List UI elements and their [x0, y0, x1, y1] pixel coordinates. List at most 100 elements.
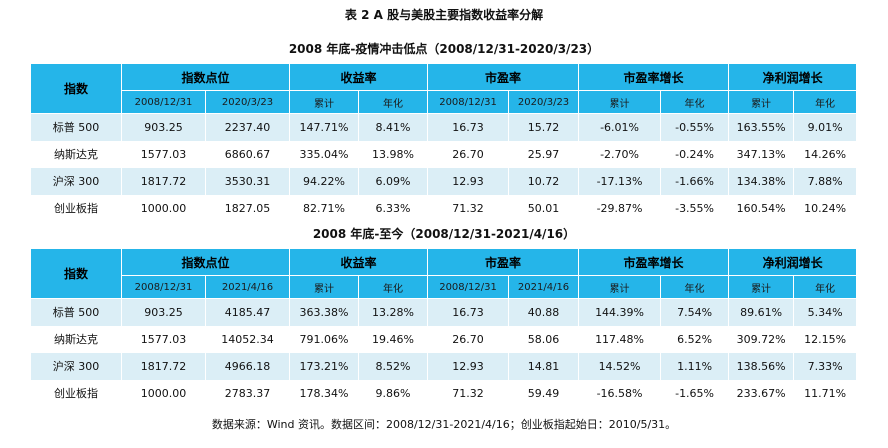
cell-profit-growth-ann: 7.88% [793, 167, 858, 195]
cell-return-ann: 9.86% [358, 379, 429, 407]
cell-pe-end: 50.01 [508, 194, 580, 222]
index-name: 纳斯达克 [30, 140, 122, 168]
cell-points-start: 903.25 [121, 298, 206, 326]
header-profit-growth: 净利润增长 [728, 63, 858, 91]
subheader-annualized: 年化 [358, 275, 429, 299]
subheader-date-start: 2008/12/31 [121, 275, 206, 299]
cell-return-ann: 13.98% [358, 140, 429, 168]
cell-return-cum: 82.71% [289, 194, 360, 222]
cell-points-start: 1817.72 [121, 167, 206, 195]
cell-points-end: 2237.40 [204, 113, 291, 141]
subheader-annualized: 年化 [358, 90, 429, 114]
table-row: 标普 500 903.25 4185.47 363.38% 13.28% 16.… [30, 298, 858, 326]
cell-profit-growth-cum: 163.55% [728, 113, 795, 141]
cell-points-end: 4185.47 [204, 298, 291, 326]
returns-table-1: 指数 指数点位 收益率 市盈率 市盈率增长 净利润增长 2008/12/31 2… [30, 63, 858, 222]
cell-return-ann: 19.46% [358, 325, 429, 353]
cell-return-ann: 6.33% [358, 194, 429, 222]
cell-points-start: 1000.00 [121, 379, 206, 407]
cell-pe-end: 58.06 [508, 325, 580, 353]
cell-pe-end: 40.88 [508, 298, 580, 326]
table-row: 纳斯达克 1577.03 6860.67 335.04% 13.98% 26.7… [30, 140, 858, 168]
table-row: 创业板指 1000.00 2783.37 178.34% 9.86% 71.32… [30, 379, 858, 407]
table-row: 创业板指 1000.00 1827.05 82.71% 6.33% 71.32 … [30, 194, 858, 222]
header-pe: 市盈率 [427, 63, 580, 91]
subheader-date-end: 2021/4/16 [508, 275, 580, 299]
table-row: 纳斯达克 1577.03 14052.34 791.06% 19.46% 26.… [30, 325, 858, 353]
cell-pe-growth-cum: -6.01% [578, 113, 662, 141]
header-pe-growth: 市盈率增长 [578, 248, 730, 276]
cell-return-cum: 363.38% [289, 298, 360, 326]
cell-points-end: 4966.18 [204, 352, 291, 380]
header-pe: 市盈率 [427, 248, 580, 276]
cell-pe-growth-cum: -17.13% [578, 167, 662, 195]
cell-return-ann: 8.41% [358, 113, 429, 141]
subheader-date-start: 2008/12/31 [427, 275, 510, 299]
cell-pe-start: 12.93 [427, 352, 510, 380]
table-row: 沪深 300 1817.72 4966.18 173.21% 8.52% 12.… [30, 352, 858, 380]
cell-pe-growth-cum: 117.48% [578, 325, 662, 353]
table-row: 标普 500 903.25 2237.40 147.71% 8.41% 16.7… [30, 113, 858, 141]
table-2-subtitle: 2008 年底-至今（2008/12/31-2021/4/16） [312, 227, 576, 241]
cell-profit-growth-cum: 347.13% [728, 140, 795, 168]
cell-return-cum: 147.71% [289, 113, 360, 141]
cell-profit-growth-ann: 9.01% [793, 113, 858, 141]
subheader-date-end: 2021/4/16 [204, 275, 291, 299]
cell-points-start: 903.25 [121, 113, 206, 141]
subheader-date-start: 2008/12/31 [427, 90, 510, 114]
subheader-annualized: 年化 [793, 275, 858, 299]
table-row: 沪深 300 1817.72 3530.31 94.22% 6.09% 12.9… [30, 167, 858, 195]
cell-profit-growth-ann: 7.33% [793, 352, 858, 380]
cell-profit-growth-cum: 134.38% [728, 167, 795, 195]
cell-pe-start: 71.32 [427, 194, 510, 222]
cell-profit-growth-ann: 11.71% [793, 379, 858, 407]
index-name: 沪深 300 [30, 167, 122, 195]
cell-profit-growth-ann: 5.34% [793, 298, 858, 326]
cell-profit-growth-ann: 12.15% [793, 325, 858, 353]
cell-pe-end: 14.81 [508, 352, 580, 380]
subheader-date-end: 2020/3/23 [508, 90, 580, 114]
cell-points-end: 2783.37 [204, 379, 291, 407]
cell-profit-growth-cum: 160.54% [728, 194, 795, 222]
cell-pe-start: 26.70 [427, 140, 510, 168]
cell-return-cum: 178.34% [289, 379, 360, 407]
index-name: 创业板指 [30, 379, 122, 407]
subheader-cumulative: 累计 [578, 90, 662, 114]
cell-points-start: 1817.72 [121, 352, 206, 380]
cell-return-ann: 6.09% [358, 167, 429, 195]
header-points: 指数点位 [120, 63, 291, 91]
cell-points-end: 14052.34 [204, 325, 291, 353]
header-return: 收益率 [289, 63, 429, 91]
cell-profit-growth-ann: 14.26% [793, 140, 858, 168]
cell-points-end: 3530.31 [204, 167, 291, 195]
cell-profit-growth-ann: 10.24% [793, 194, 858, 222]
cell-return-cum: 791.06% [289, 325, 360, 353]
cell-pe-start: 12.93 [427, 167, 510, 195]
subheader-annualized: 年化 [660, 275, 730, 299]
cell-points-start: 1000.00 [121, 194, 206, 222]
cell-return-ann: 8.52% [358, 352, 429, 380]
cell-points-start: 1577.03 [121, 325, 206, 353]
document-title: 表 2 A 股与美股主要指数收益率分解 [344, 8, 544, 22]
header-profit-growth: 净利润增长 [728, 248, 858, 276]
cell-return-ann: 13.28% [358, 298, 429, 326]
cell-pe-start: 71.32 [427, 379, 510, 407]
cell-return-cum: 335.04% [289, 140, 360, 168]
subheader-annualized: 年化 [660, 90, 730, 114]
subheader-date-start: 2008/12/31 [121, 90, 206, 114]
cell-pe-start: 16.73 [427, 298, 510, 326]
returns-table-2: 指数 指数点位 收益率 市盈率 市盈率增长 净利润增长 2008/12/31 2… [30, 248, 858, 407]
cell-pe-growth-ann: -1.66% [660, 167, 730, 195]
cell-points-end: 6860.67 [204, 140, 291, 168]
cell-profit-growth-cum: 138.56% [728, 352, 795, 380]
cell-pe-growth-cum: 144.39% [578, 298, 662, 326]
cell-return-cum: 94.22% [289, 167, 360, 195]
cell-points-start: 1577.03 [121, 140, 206, 168]
subheader-cumulative: 累计 [289, 275, 360, 299]
index-name: 创业板指 [30, 194, 122, 222]
cell-pe-growth-ann: 1.11% [660, 352, 730, 380]
cell-return-cum: 173.21% [289, 352, 360, 380]
cell-pe-start: 26.70 [427, 325, 510, 353]
data-source-note: 数据来源：Wind 资讯。数据区间：2008/12/31-2021/4/16；创… [211, 418, 677, 431]
cell-pe-growth-ann: -0.24% [660, 140, 730, 168]
